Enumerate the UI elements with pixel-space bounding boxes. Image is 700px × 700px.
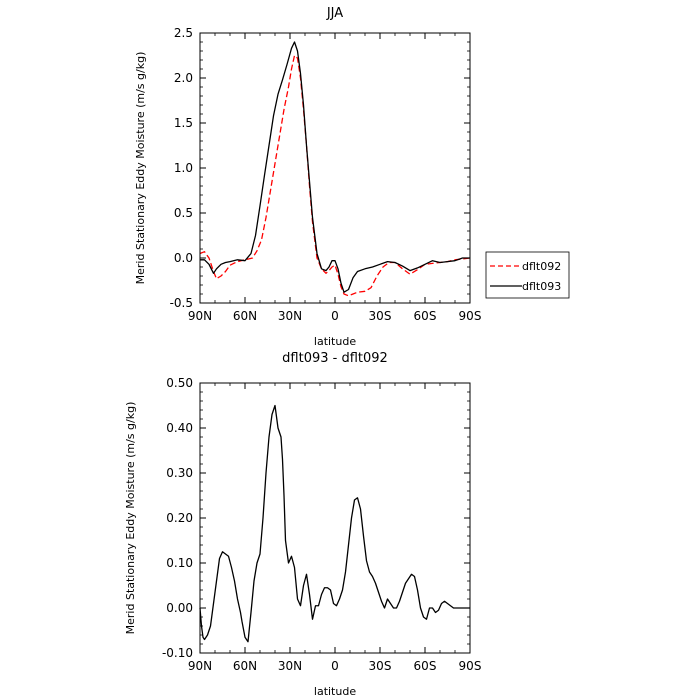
top-x-tick-label: 60S (414, 309, 437, 323)
bottom-y-axis-label: Merid Stationary Eddy Moisture (m/s g/kg… (124, 402, 137, 635)
bottom-panel: dflt093 - dflt092 90N 60N 30N 0 30S 60S 90S -0.… (124, 351, 481, 698)
top-x-tick-label: 30N (278, 309, 302, 323)
top-y-tick-label: -0.5 (170, 296, 193, 310)
top-axis-ticks: 90N 60N 30N 0 30S 60S 90S -0.5 0.0 0.5 1.0 1.5 2.0 2.… (170, 26, 482, 323)
bottom-x-tick-label: 30N (278, 659, 302, 673)
top-x-tick-label: 30S (369, 309, 392, 323)
top-series-dflt092 (199, 54, 471, 297)
bottom-series-group (199, 404, 470, 643)
bottom-chart-title: dflt093 - dflt092 (282, 351, 388, 366)
top-panel: JJA 90N 60N 30N 0 30S 60S 90S -0.5 0.0 0.5 1.0 1.5 2… (134, 6, 570, 348)
legend-box (485, 251, 570, 299)
legend-label-dflt092: dflt092 (522, 260, 561, 273)
top-series-group (199, 41, 471, 297)
bottom-x-tick-label: 60N (233, 659, 257, 673)
bottom-x-tick-label: 90N (188, 659, 212, 673)
legend-label-dflt093: dflt093 (522, 280, 561, 293)
bottom-x-axis-label: latitude (314, 685, 356, 698)
top-x-tick-label: 60N (233, 309, 257, 323)
bottom-axis-ticks: 90N 60N 30N 0 30S 60S 90S -0.10 0.00 0.10 0.20 0.30… (162, 376, 482, 673)
top-x-tick-label: 90S (459, 309, 482, 323)
top-y-tick-label: 0.0 (174, 251, 193, 265)
top-y-tick-label: 0.5 (174, 206, 193, 220)
top-x-tick-label: 0 (331, 309, 339, 323)
top-x-tick-label: 90N (188, 309, 212, 323)
bottom-y-tick-label: 0.00 (166, 601, 193, 615)
bottom-x-tick-label: 90S (459, 659, 482, 673)
top-series-dflt093 (200, 41, 470, 293)
bottom-y-tick-label: 0.20 (166, 511, 193, 525)
bottom-y-tick-label: 0.40 (166, 421, 193, 435)
bottom-y-tick-label: 0.50 (166, 376, 193, 390)
bottom-y-tick-label: 0.10 (166, 556, 193, 570)
bottom-x-tick-label: 30S (369, 659, 392, 673)
top-y-tick-label: 1.5 (174, 116, 193, 130)
legend: dflt092 dflt093 (485, 251, 570, 299)
bottom-x-tick-label: 60S (414, 659, 437, 673)
top-y-tick-label: 1.0 (174, 161, 193, 175)
bottom-series-line-0 (199, 404, 470, 643)
bottom-y-tick-label: 0.30 (166, 466, 193, 480)
top-y-tick-label: 2.5 (174, 26, 193, 40)
top-x-axis-label: latitude (314, 335, 356, 348)
bottom-y-tick-label: -0.10 (162, 646, 193, 660)
top-y-axis-label: Merid Stationary Eddy Moisture (m/s g/kg… (134, 52, 147, 285)
top-chart-title: JJA (326, 6, 343, 21)
top-y-tick-label: 2.0 (174, 71, 193, 85)
bottom-x-tick-label: 0 (331, 659, 339, 673)
